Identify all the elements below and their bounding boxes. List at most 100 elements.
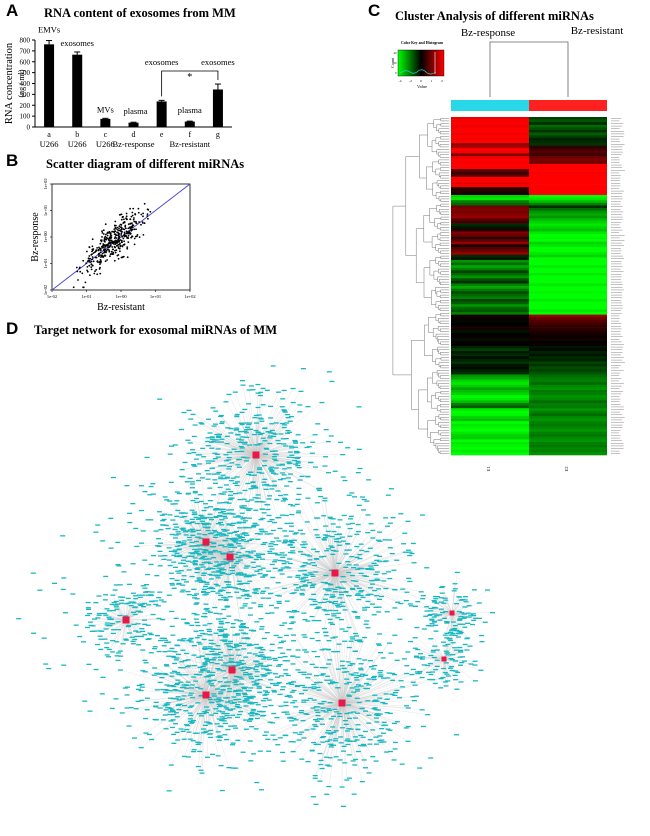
target-node (178, 728, 184, 730)
target-node (228, 491, 234, 493)
target-node (208, 674, 214, 676)
target-node (335, 606, 341, 608)
heatmap-cell-e1 (451, 325, 529, 328)
data-point (134, 213, 137, 216)
target-node (142, 559, 148, 561)
target-node (265, 504, 271, 506)
target-node (258, 664, 264, 666)
target-node (390, 672, 396, 675)
target-node (196, 533, 202, 535)
target-node (447, 631, 453, 634)
target-node (346, 695, 352, 697)
color-key-tick: -4 (399, 79, 402, 83)
target-node (233, 562, 239, 565)
target-node (197, 643, 203, 645)
heatmap-cell-e2 (529, 338, 607, 341)
target-node (333, 609, 339, 612)
target-node (281, 497, 287, 499)
target-node (291, 457, 297, 459)
target-node (180, 730, 186, 732)
target-node (287, 420, 293, 422)
target-node (210, 587, 216, 590)
target-node (171, 587, 177, 589)
target-node (352, 632, 358, 635)
target-node (288, 445, 294, 447)
target-node (300, 580, 306, 582)
target-node (273, 544, 279, 546)
target-node (238, 446, 244, 448)
target-node (191, 435, 197, 438)
target-node (218, 693, 224, 695)
heatmap-cell-e1 (451, 343, 529, 347)
heatmap-cell-e2 (529, 228, 607, 232)
target-node (179, 661, 185, 663)
target-node (296, 510, 302, 512)
target-node (164, 704, 170, 706)
target-node (328, 746, 334, 748)
target-node (241, 626, 246, 628)
target-node (253, 702, 259, 704)
target-node (216, 551, 222, 553)
target-node (198, 671, 204, 673)
target-node (198, 514, 204, 516)
target-node (214, 723, 220, 725)
target-node (289, 617, 295, 619)
target-node (46, 667, 52, 670)
target-node (173, 534, 179, 536)
dendrogram-branch (439, 162, 449, 166)
target-node (354, 545, 360, 548)
heatmap-cell-e1 (451, 163, 529, 167)
data-point (138, 236, 141, 238)
target-node (262, 694, 268, 696)
target-node (297, 671, 303, 673)
target-node (315, 686, 321, 689)
target-node (234, 413, 240, 416)
target-node (258, 501, 264, 503)
target-node (208, 553, 213, 555)
target-node (314, 534, 320, 536)
target-node (217, 613, 223, 615)
target-node (292, 459, 298, 462)
target-node (174, 684, 180, 686)
target-node (103, 594, 109, 596)
target-node (238, 439, 244, 441)
target-node (294, 452, 300, 454)
heatmap-cell-e1 (451, 184, 529, 188)
target-node (224, 605, 230, 607)
target-node (365, 514, 371, 516)
target-node (197, 635, 203, 637)
color-key-count-tick: 20 (394, 61, 398, 65)
target-node (254, 533, 260, 535)
heatmap-cell-e1 (451, 247, 529, 250)
target-node (267, 658, 272, 660)
target-node (255, 494, 261, 496)
target-node (301, 699, 307, 701)
heatmap-cell-e2 (529, 369, 607, 373)
dendrogram-branch (436, 205, 441, 212)
target-node (357, 553, 363, 556)
target-node (462, 643, 468, 646)
target-node (283, 673, 289, 675)
target-node (232, 725, 238, 727)
target-node (254, 524, 260, 526)
target-node (448, 634, 454, 636)
target-node (194, 593, 200, 595)
target-node (260, 508, 266, 510)
target-node (345, 738, 351, 740)
target-node (186, 452, 192, 454)
heatmap-cell-e2 (529, 319, 607, 323)
target-node (461, 613, 467, 615)
target-node (244, 627, 249, 629)
target-node (377, 697, 383, 699)
target-node (363, 623, 369, 625)
target-node (225, 728, 231, 731)
target-node (136, 684, 142, 687)
target-node (424, 567, 430, 569)
data-point (116, 244, 119, 247)
target-node (37, 589, 43, 591)
target-node (310, 441, 316, 443)
target-node (277, 693, 283, 696)
heatmap-cell-e1 (451, 267, 529, 271)
target-node (283, 539, 288, 541)
target-node (260, 576, 266, 578)
